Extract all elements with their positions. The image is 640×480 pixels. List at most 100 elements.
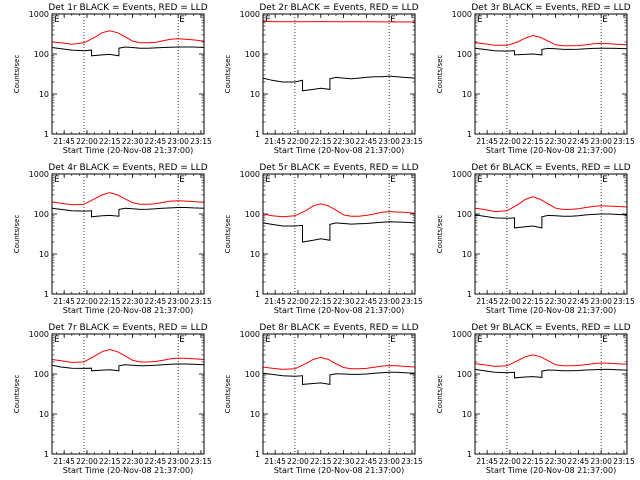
y-tick-label: 1000 — [452, 330, 472, 339]
plot-frame — [262, 333, 416, 455]
events-series-line — [51, 46, 205, 57]
panel-title: Det 6r BLACK = Events, RED = LLD — [471, 163, 630, 173]
x-tick-label: 23:00 — [590, 137, 612, 146]
x-tick-label: 22:30 — [545, 137, 567, 146]
event-marker-label: E — [179, 335, 185, 345]
y-axis-label: Counts/sec — [13, 215, 21, 254]
events-series-line — [51, 363, 205, 372]
x-tick-label: 23:00 — [167, 137, 189, 146]
y-tick-label: 100 — [245, 210, 260, 219]
plot-frame — [474, 173, 628, 295]
x-axis-label: Start Time (20-Nov-08 21:37:00) — [274, 466, 404, 475]
events-series-line — [262, 75, 416, 92]
x-tick-label: 22:00 — [287, 137, 309, 146]
event-marker-label: E — [54, 15, 60, 25]
event-marker-label: E — [265, 15, 271, 25]
event-marker-label: E — [390, 175, 396, 185]
x-tick-label: 22:30 — [333, 457, 355, 466]
x-tick-label: 21:45 — [476, 297, 498, 306]
lld-series-line — [262, 203, 416, 218]
x-tick-label: 22:15 — [310, 297, 332, 306]
x-tick-label: 23:15 — [401, 457, 423, 466]
events-series-line — [474, 368, 628, 379]
event-marker-label: E — [602, 15, 608, 25]
x-tick-label: 22:45 — [568, 457, 590, 466]
x-tick-label: 23:00 — [590, 297, 612, 306]
panel-title: Det 5r BLACK = Events, RED = LLD — [259, 163, 418, 173]
y-axis-label: Counts/sec — [436, 55, 444, 94]
events-series-line — [474, 47, 628, 56]
plot-frame — [474, 13, 628, 135]
x-axis-label: Start Time (20-Nov-08 21:37:00) — [486, 146, 616, 155]
y-axis-label: Counts/sec — [224, 375, 232, 414]
x-tick-label: 21:45 — [264, 457, 286, 466]
x-tick-label: 22:00 — [499, 297, 521, 306]
y-tick-label: 10 — [39, 250, 49, 259]
x-tick-label: 22:30 — [122, 297, 144, 306]
plot-frame — [262, 13, 416, 135]
y-axis-label: Counts/sec — [224, 215, 232, 254]
y-tick-label: 1 — [44, 130, 49, 139]
event-marker-label: E — [179, 15, 185, 25]
x-tick-label: 22:30 — [122, 457, 144, 466]
x-tick-label: 23:15 — [613, 457, 635, 466]
plot-frame — [474, 333, 628, 455]
y-tick-label: 1000 — [29, 10, 49, 19]
y-tick-label: 1000 — [240, 10, 260, 19]
event-marker-label: E — [265, 175, 271, 185]
lld-series-line — [262, 21, 416, 23]
x-tick-label: 23:15 — [401, 137, 423, 146]
event-marker-label: E — [390, 335, 396, 345]
plot-frame — [51, 333, 205, 455]
panel-title: Det 9r BLACK = Events, RED = LLD — [471, 323, 630, 333]
y-tick-label: 100 — [457, 50, 472, 59]
lld-series-line — [51, 30, 205, 45]
x-tick-label: 22:45 — [356, 137, 378, 146]
detector-panel-8: Det 8r BLACK = Events, RED = LLD Counts/s… — [224, 323, 423, 475]
x-tick-label: 22:30 — [333, 297, 355, 306]
x-tick-label: 22:45 — [145, 137, 167, 146]
y-axis-label: Counts/sec — [224, 55, 232, 94]
x-tick-label: 22:00 — [76, 457, 98, 466]
x-tick-label: 22:00 — [499, 137, 521, 146]
x-tick-label: 23:15 — [190, 137, 212, 146]
x-tick-label: 22:45 — [568, 297, 590, 306]
lld-series-line — [474, 196, 628, 213]
y-tick-label: 1000 — [29, 330, 49, 339]
x-tick-label: 21:45 — [264, 137, 286, 146]
detector-panel-5: Det 5r BLACK = Events, RED = LLD Counts/s… — [224, 163, 423, 315]
x-tick-label: 22:45 — [356, 457, 378, 466]
lld-series-line — [474, 354, 628, 367]
x-tick-label: 22:00 — [287, 457, 309, 466]
y-tick-label: 1 — [467, 450, 472, 459]
x-tick-label: 21:45 — [476, 137, 498, 146]
events-series-line — [262, 221, 416, 243]
detector-panel-1: Det 1r BLACK = Events, RED = LLD Counts/s… — [13, 3, 212, 155]
x-tick-label: 22:45 — [145, 297, 167, 306]
x-axis-label: Start Time (20-Nov-08 21:37:00) — [63, 466, 193, 475]
x-tick-label: 23:00 — [378, 457, 400, 466]
event-marker-label: E — [602, 335, 608, 345]
y-tick-label: 10 — [462, 250, 472, 259]
x-tick-label: 22:30 — [333, 137, 355, 146]
y-tick-label: 1 — [255, 290, 260, 299]
events-series-line — [262, 371, 416, 385]
x-tick-label: 22:30 — [545, 457, 567, 466]
x-tick-label: 22:15 — [310, 137, 332, 146]
x-tick-label: 21:45 — [264, 297, 286, 306]
events-series-line — [51, 207, 205, 218]
y-tick-label: 1 — [255, 450, 260, 459]
detector-panel-3: Det 3r BLACK = Events, RED = LLD Counts/s… — [436, 3, 635, 155]
lld-series-line — [51, 348, 205, 363]
y-tick-label: 10 — [462, 90, 472, 99]
event-marker-label: E — [602, 175, 608, 185]
x-tick-label: 21:45 — [53, 297, 75, 306]
y-tick-label: 10 — [462, 410, 472, 419]
x-tick-label: 21:45 — [476, 457, 498, 466]
x-tick-label: 22:15 — [99, 137, 121, 146]
panel-title: Det 4r BLACK = Events, RED = LLD — [48, 163, 207, 173]
x-axis-label: Start Time (20-Nov-08 21:37:00) — [486, 306, 616, 315]
events-series-line — [474, 213, 628, 229]
detector-panel-2: Det 2r BLACK = Events, RED = LLD Counts/s… — [224, 3, 423, 155]
